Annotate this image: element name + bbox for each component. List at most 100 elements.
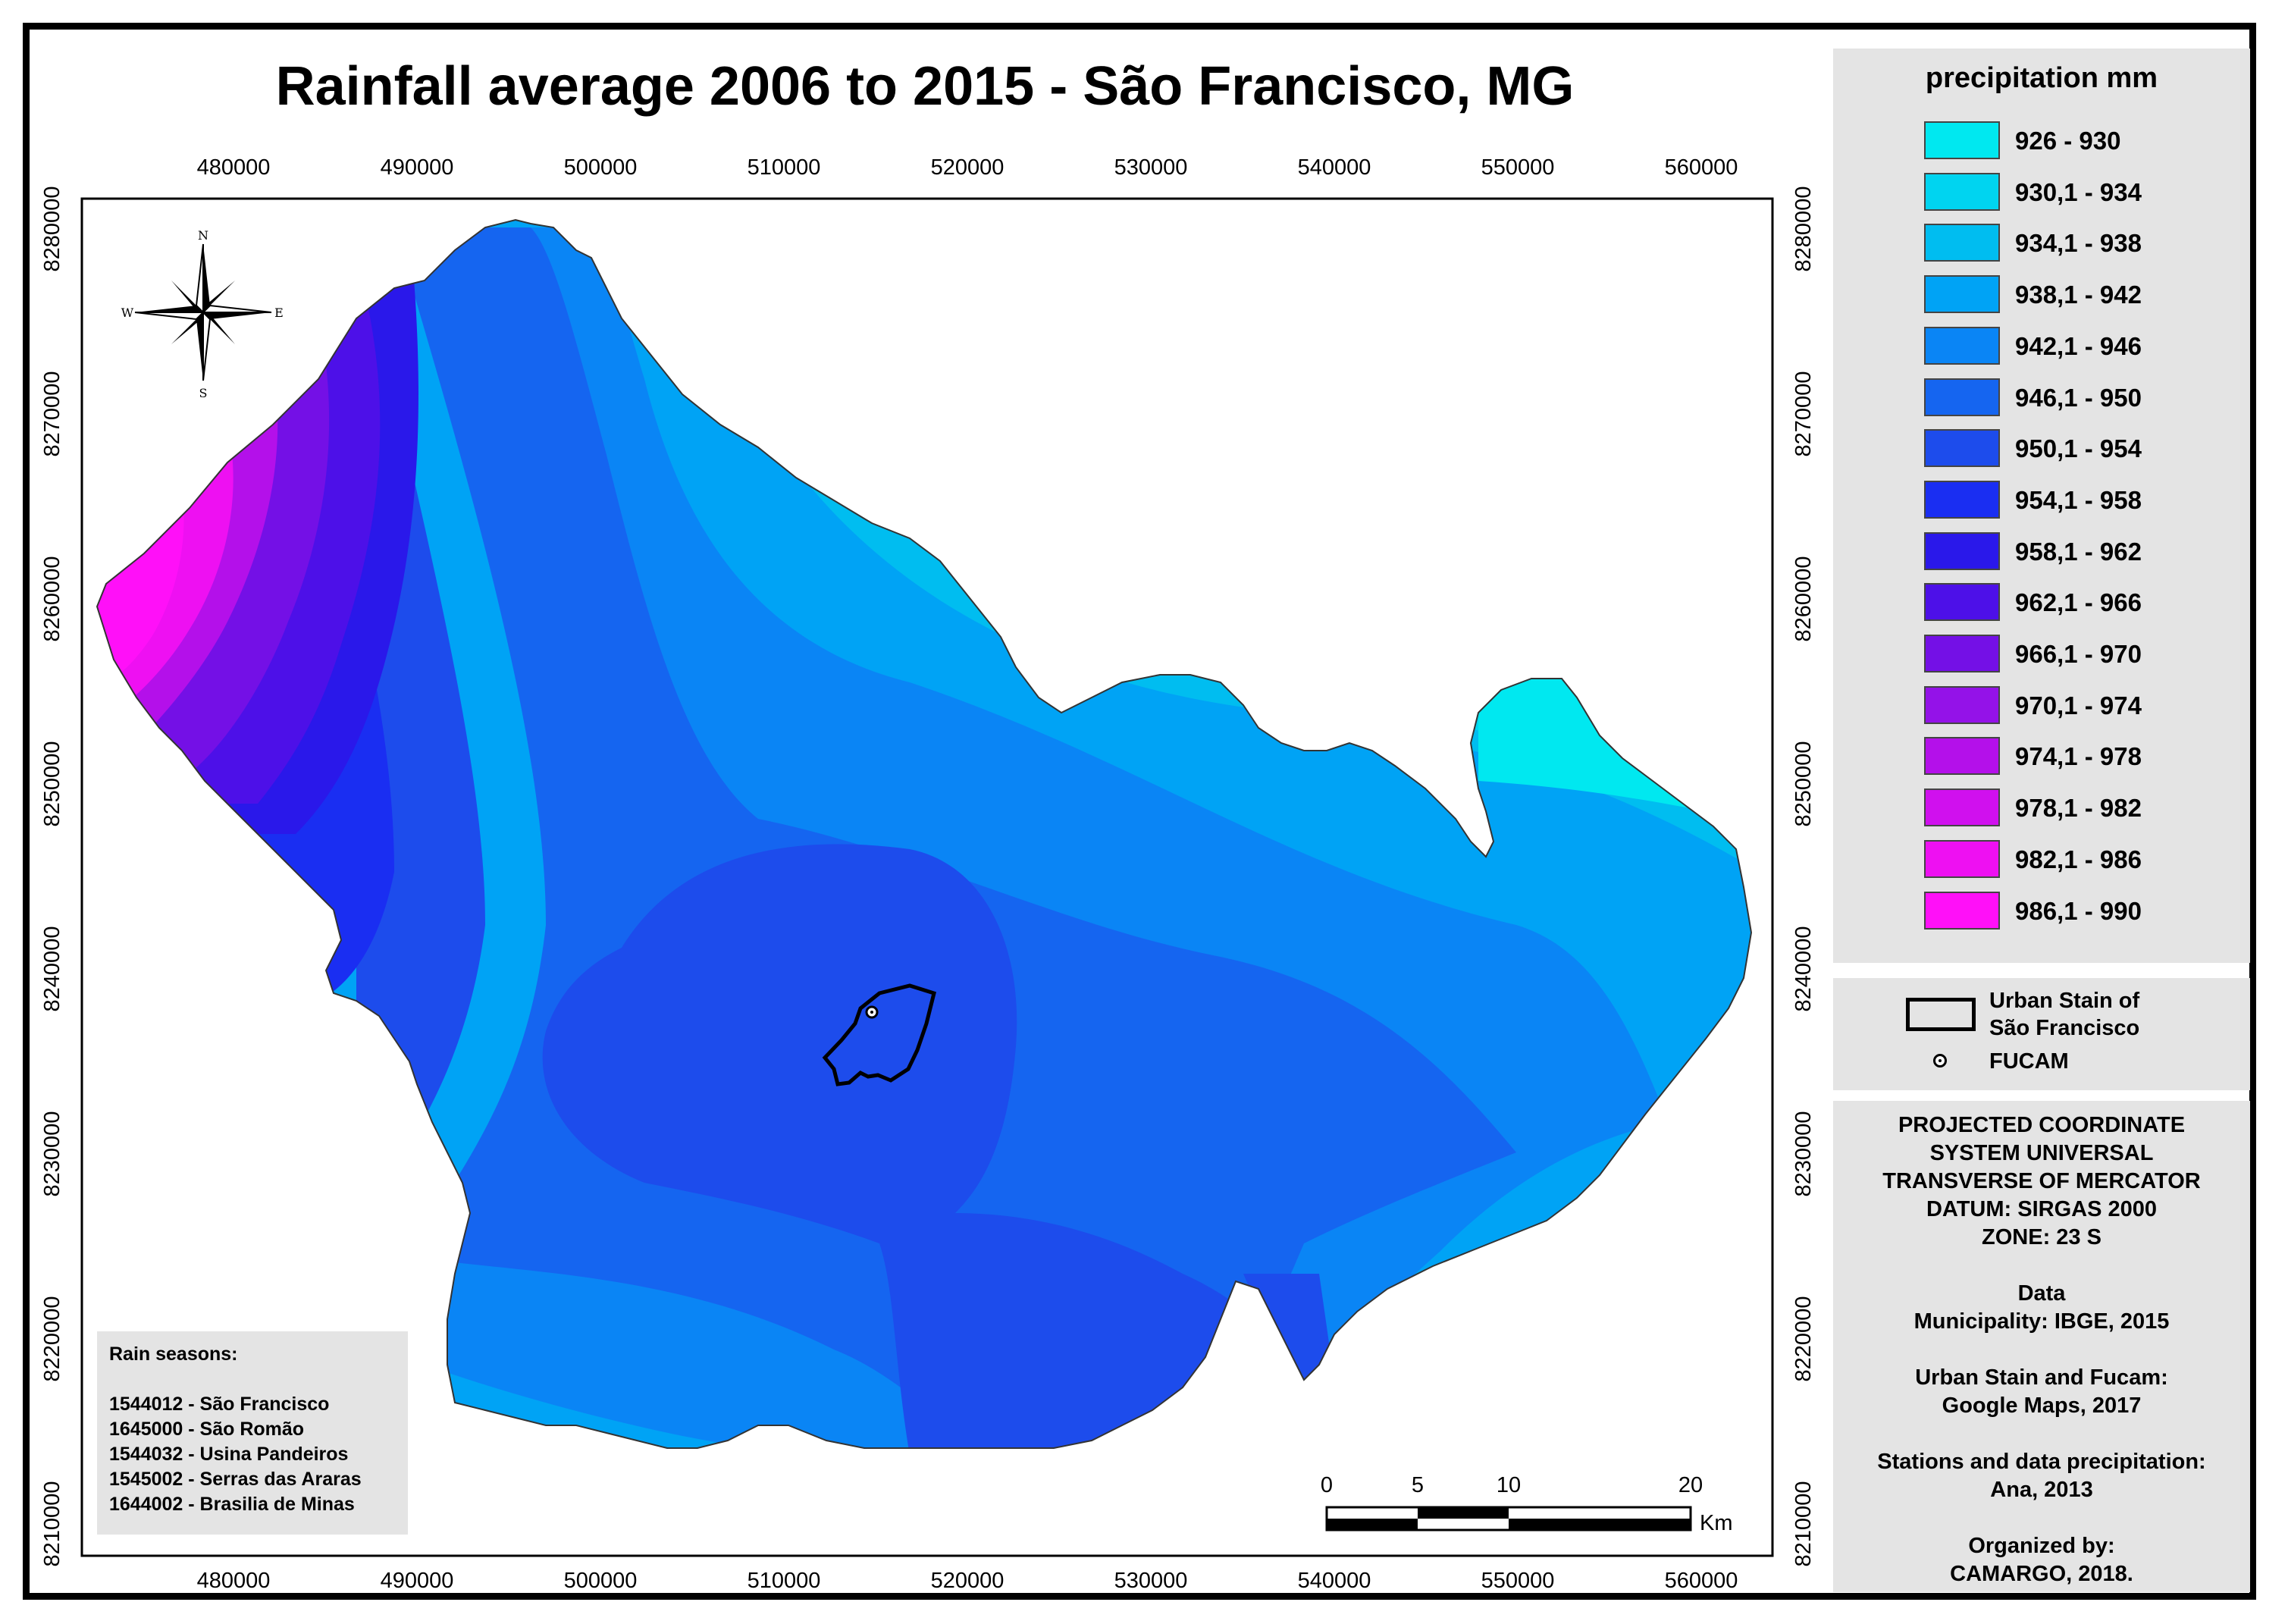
x-tick-bottom: 520000 bbox=[931, 1569, 1005, 1593]
legend-label: 966,1 - 970 bbox=[2015, 640, 2142, 668]
x-tick-top: 540000 bbox=[1298, 155, 1371, 180]
station-entry: 1644002 - Brasilia de Minas bbox=[109, 1494, 355, 1515]
projection-line: SYSTEM UNIVERSAL bbox=[1929, 1141, 2154, 1165]
scale-label: 0 bbox=[1321, 1473, 1333, 1497]
legend-item: 938,1 - 942 bbox=[1924, 275, 2227, 315]
legend-item: 970,1 - 974 bbox=[1924, 685, 2227, 726]
x-tick-top: 500000 bbox=[564, 155, 638, 180]
fucam-icon bbox=[1933, 1054, 1947, 1068]
legend-swatch bbox=[1924, 839, 2000, 878]
projection-line: DATUM: SIRGAS 2000 bbox=[1926, 1197, 2158, 1221]
legend-swatch bbox=[1924, 172, 2000, 211]
legend-item: 986,1 - 990 bbox=[1924, 891, 2227, 931]
fucam-marker-dot bbox=[870, 1011, 873, 1014]
legend-swatch bbox=[1924, 429, 2000, 468]
legend-item: 966,1 - 970 bbox=[1924, 635, 2227, 674]
projection-line: TRANSVERSE OF MERCATOR bbox=[1882, 1169, 2201, 1193]
legend-label: 982,1 - 986 bbox=[2015, 845, 2142, 873]
y-tick-right: 8260000 bbox=[1791, 556, 1816, 642]
legend-swatch bbox=[1924, 788, 2000, 827]
y-tick-right: 8230000 bbox=[1791, 1111, 1816, 1197]
scale-label: 20 bbox=[1678, 1473, 1703, 1497]
scale-bar: 0 5 10 20 Km bbox=[1321, 1473, 1733, 1535]
legend-swatch bbox=[1924, 275, 2000, 314]
legend-item: 962,1 - 966 bbox=[1924, 583, 2227, 622]
map-neatline bbox=[80, 197, 1774, 1557]
urban-stain-label-1: Urban Stain of bbox=[1989, 989, 2140, 1013]
x-tick-bottom: 540000 bbox=[1298, 1569, 1371, 1593]
legend-label: 954,1 - 958 bbox=[2015, 485, 2142, 514]
x-tick-top: 550000 bbox=[1481, 155, 1555, 180]
legend-swatch bbox=[1924, 326, 2000, 365]
legend-label: 978,1 - 982 bbox=[2015, 794, 2142, 823]
stations-source-1: Stations and data precipitation: bbox=[1877, 1450, 2206, 1474]
compass-w-label: W bbox=[121, 306, 134, 320]
legend-item: 942,1 - 946 bbox=[1924, 326, 2227, 366]
y-tick-right: 8270000 bbox=[1791, 372, 1816, 457]
y-ticks-left: 8280000 8270000 8260000 8250000 8240000 … bbox=[40, 187, 64, 1567]
legend-label: 986,1 - 990 bbox=[2015, 896, 2142, 925]
y-tick-right: 8280000 bbox=[1791, 187, 1816, 272]
y-tick-left: 8230000 bbox=[40, 1111, 64, 1197]
legend-item: 950,1 - 954 bbox=[1924, 429, 2227, 469]
urban-source-1: Urban Stain and Fucam: bbox=[1915, 1365, 2168, 1390]
legend-swatch bbox=[1924, 121, 2000, 159]
legend-item: 974,1 - 978 bbox=[1924, 737, 2227, 776]
y-tick-left: 8250000 bbox=[40, 741, 64, 827]
y-tick-right: 8250000 bbox=[1791, 741, 1816, 827]
projection-line: PROJECTED COORDINATE bbox=[1898, 1113, 2186, 1137]
compass-rose-icon: N S E W bbox=[121, 228, 284, 400]
legend-swatch bbox=[1924, 685, 2000, 724]
x-tick-bottom: 500000 bbox=[564, 1569, 638, 1593]
legend-item: 926 - 930 bbox=[1924, 121, 2227, 161]
legend-item: 982,1 - 986 bbox=[1924, 839, 2227, 879]
x-tick-bottom: 490000 bbox=[381, 1569, 454, 1593]
y-tick-left: 8260000 bbox=[40, 556, 64, 642]
y-tick-left: 8240000 bbox=[40, 926, 64, 1012]
x-tick-top: 480000 bbox=[197, 155, 271, 180]
municipality-source: Municipality: IBGE, 2015 bbox=[1913, 1309, 2170, 1334]
legend-item: 946,1 - 950 bbox=[1924, 378, 2227, 418]
x-ticks-top: 480000 490000 500000 510000 520000 53000… bbox=[197, 155, 1738, 180]
legend-swatch bbox=[1924, 891, 2000, 930]
y-tick-right: 8220000 bbox=[1791, 1296, 1816, 1382]
municipality-outline bbox=[96, 218, 1753, 1449]
stations-source-2: Ana, 2013 bbox=[1990, 1478, 2093, 1502]
legend-item: 954,1 - 958 bbox=[1924, 480, 2227, 520]
y-tick-left: 8220000 bbox=[40, 1296, 64, 1382]
legend-label: 938,1 - 942 bbox=[2015, 281, 2142, 309]
data-title: Data bbox=[2017, 1281, 2066, 1306]
urban-source-2: Google Maps, 2017 bbox=[1942, 1394, 2142, 1418]
legend-label: 930,1 - 934 bbox=[2015, 177, 2142, 206]
legend-label: 962,1 - 966 bbox=[2015, 588, 2142, 617]
x-tick-bottom: 550000 bbox=[1481, 1569, 1555, 1593]
x-tick-bottom: 530000 bbox=[1114, 1569, 1188, 1593]
x-tick-bottom: 510000 bbox=[748, 1569, 821, 1593]
legend-label: 974,1 - 978 bbox=[2015, 742, 2142, 771]
legend-swatch bbox=[1924, 737, 2000, 776]
rain-seasons-box: Rain seasons: 1544012 - São Francisco 16… bbox=[97, 1331, 408, 1535]
urban-stain-outline[interactable] bbox=[822, 983, 936, 1086]
y-ticks-right: 8280000 8270000 8260000 8250000 8240000 … bbox=[1791, 187, 1816, 1567]
station-entry: 1544032 - Usina Pandeiros bbox=[109, 1444, 349, 1465]
legend-label: 926 - 930 bbox=[2015, 127, 2121, 155]
legend-label: 958,1 - 962 bbox=[2015, 537, 2142, 566]
compass-s-label: S bbox=[199, 386, 208, 400]
legend-swatch bbox=[1924, 531, 2000, 570]
x-ticks-bottom: 480000 490000 500000 510000 520000 53000… bbox=[197, 1569, 1738, 1593]
x-tick-top: 510000 bbox=[748, 155, 821, 180]
legend-label: 942,1 - 946 bbox=[2015, 331, 2142, 360]
x-tick-bottom: 480000 bbox=[197, 1569, 271, 1593]
fucam-label: FUCAM bbox=[1989, 1049, 2069, 1074]
urban-stain-swatch bbox=[1906, 998, 1976, 1031]
compass-e-label: E bbox=[274, 306, 284, 320]
x-tick-top: 560000 bbox=[1665, 155, 1738, 180]
symbol-legend: Urban Stain of São Francisco FUCAM bbox=[1833, 978, 2250, 1090]
legend-item: 958,1 - 962 bbox=[1924, 531, 2227, 572]
rain-seasons-title: Rain seasons: bbox=[109, 1343, 238, 1365]
station-entry: 1544012 - São Francisco bbox=[109, 1394, 330, 1415]
scale-label: 5 bbox=[1412, 1473, 1424, 1497]
organized-by-1: Organized by: bbox=[1968, 1534, 2115, 1558]
x-tick-top: 530000 bbox=[1114, 155, 1188, 180]
